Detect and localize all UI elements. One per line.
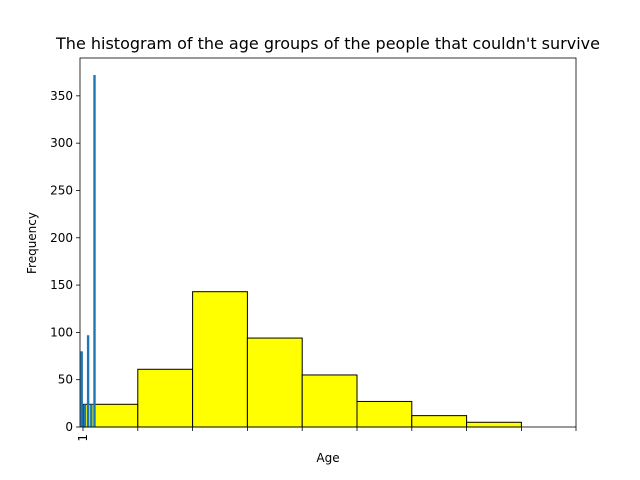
histogram-bar xyxy=(466,421,522,428)
y-tick-label: 350 xyxy=(50,89,73,103)
blue-bar xyxy=(83,404,87,427)
y-tick-label: 100 xyxy=(50,325,73,339)
y-tick-label: 300 xyxy=(50,136,73,150)
y-tick-label: 150 xyxy=(50,278,73,292)
blue-bar xyxy=(93,75,96,428)
chart-title: The histogram of the age groups of the p… xyxy=(55,34,600,53)
x-tick-label: 1 xyxy=(76,434,90,442)
axes-frame xyxy=(79,57,577,428)
histogram-bar xyxy=(192,291,248,428)
y-axis-label: Frequency xyxy=(25,212,39,274)
x-axis-label: Age xyxy=(316,451,339,465)
histogram-bar xyxy=(137,368,194,428)
histogram-bar xyxy=(411,415,468,428)
y-tick-label: 0 xyxy=(65,420,73,434)
blue-bar xyxy=(86,335,90,427)
histogram-bar xyxy=(301,374,358,428)
blue-bar xyxy=(90,404,93,427)
histogram-bar xyxy=(246,337,303,428)
y-tick-label: 200 xyxy=(50,231,73,245)
histogram-bar xyxy=(356,400,413,428)
y-tick-label: 250 xyxy=(50,183,73,197)
blue-bar xyxy=(80,351,83,427)
y-tick-label: 50 xyxy=(58,373,73,387)
plot-area xyxy=(80,75,522,428)
